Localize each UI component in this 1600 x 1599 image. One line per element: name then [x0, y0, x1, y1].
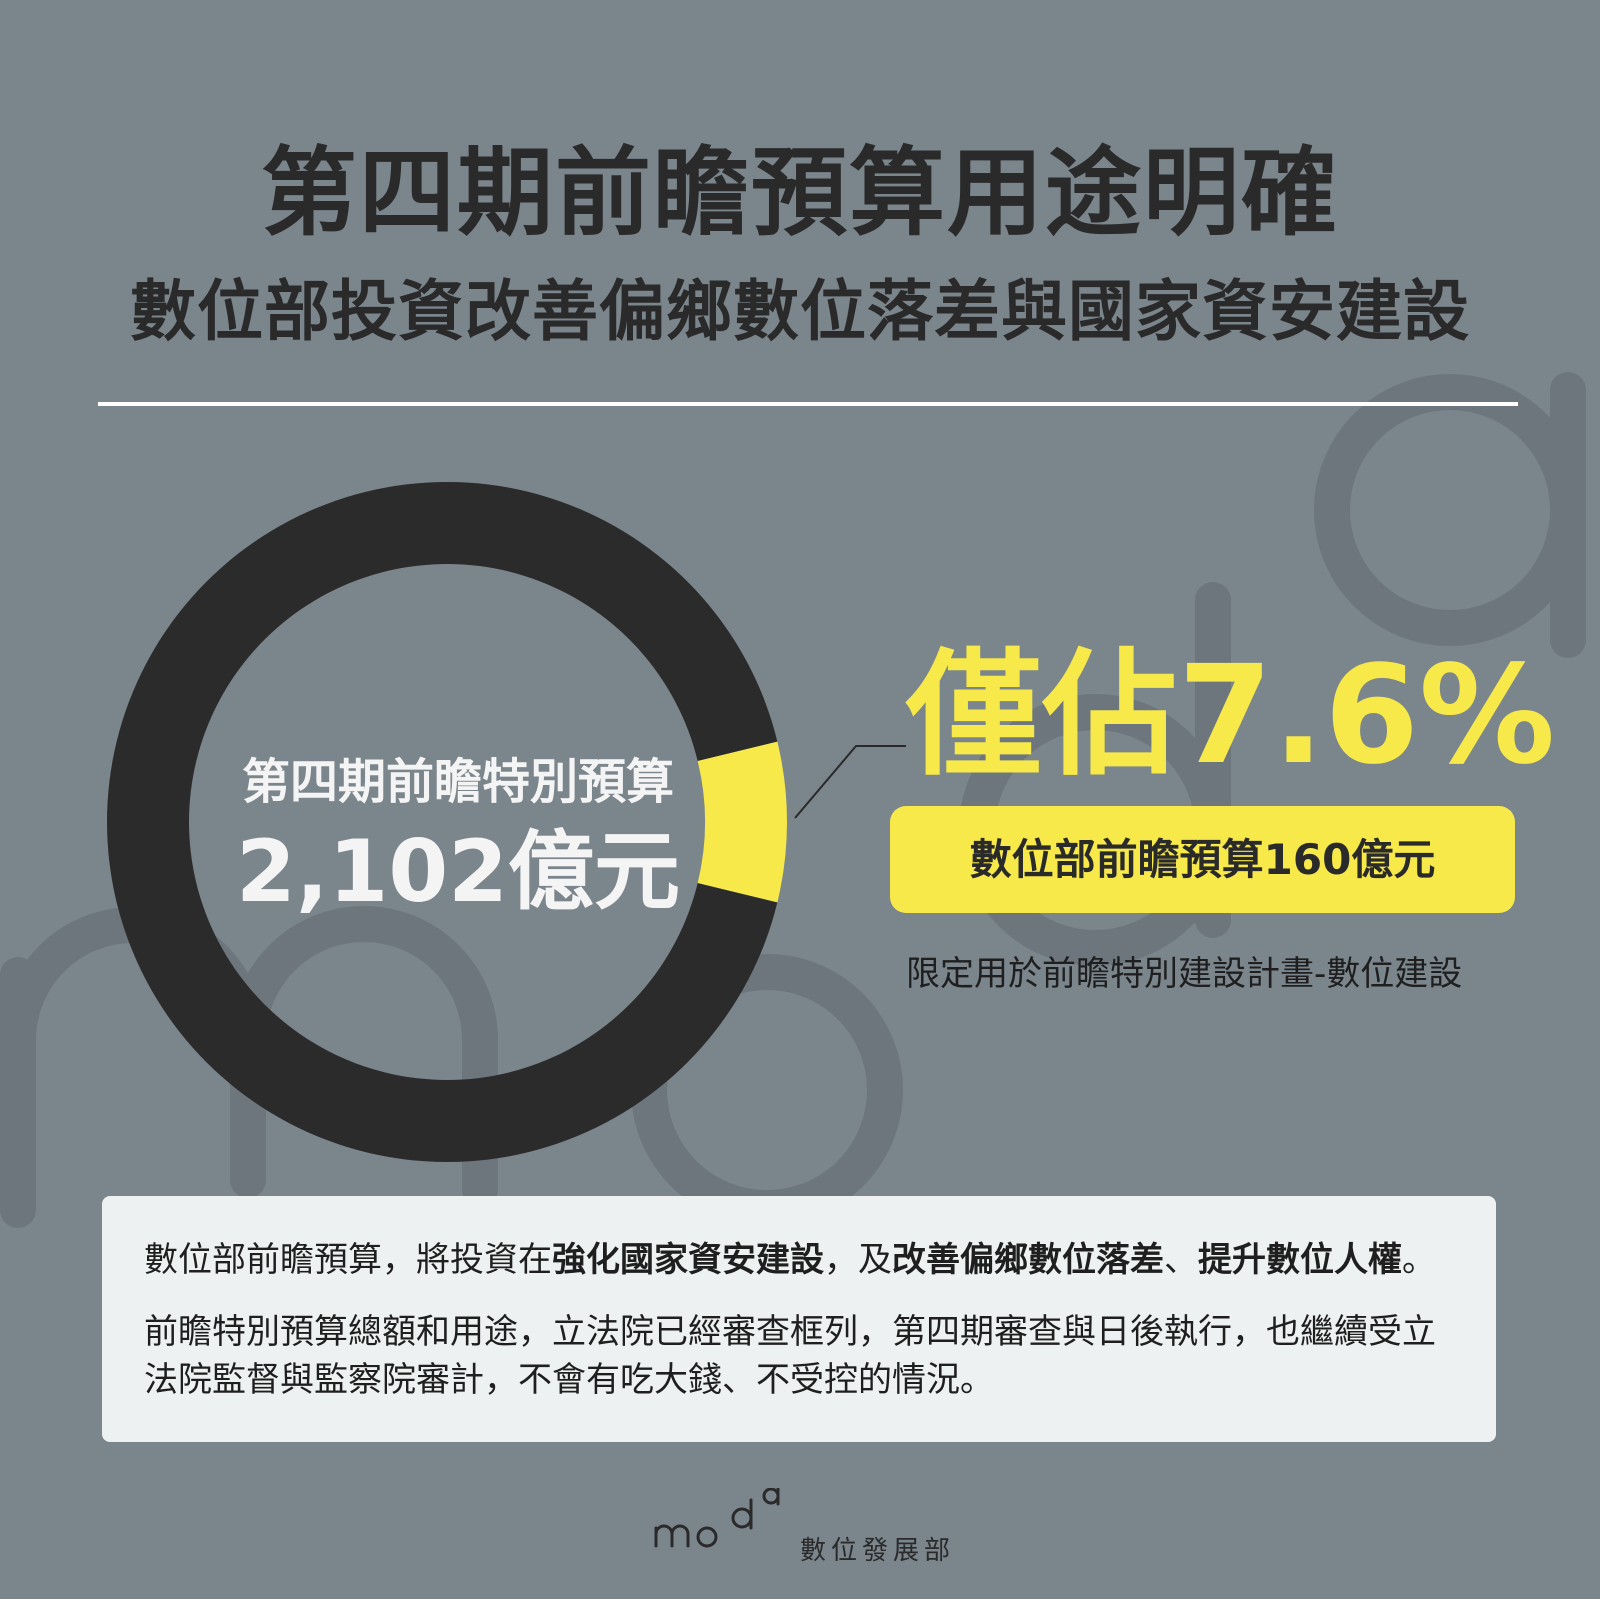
amount-badge: 數位部前瞻預算160億元 [890, 806, 1515, 913]
text-span: 、 [1164, 1240, 1198, 1280]
text-span: 。 [1402, 1240, 1436, 1280]
usage-note: 限定用於前瞻特別建設計畫-數位建設 [906, 954, 1463, 994]
page-subtitle: 數位部投資改善偏鄉數位落差與國家資安建設 [130, 273, 1470, 350]
callout-leader-line [794, 745, 906, 819]
highlight-digital-gap: 改善偏鄉數位落差 [892, 1240, 1164, 1280]
text-span: 數位部前瞻預算，將投資在 [144, 1240, 552, 1280]
donut-slice-1 [697, 741, 787, 903]
page-title: 第四期前瞻預算用途明確 [261, 137, 1339, 249]
percent-callout: 僅佔7.6% [906, 637, 1556, 795]
highlight-security: 強化國家資安建設 [552, 1240, 824, 1280]
donut-center-label: 第四期前瞻特別預算 [241, 754, 674, 810]
info-panel: 數位部前瞻預算，將投資在強化國家資安建設，及改善偏鄉數位落差、提升數位人權。 前… [102, 1196, 1496, 1442]
org-name: 數位發展部 [800, 1536, 956, 1566]
text-span: ，及 [824, 1240, 892, 1280]
highlight-digital-rights: 提升數位人權 [1198, 1240, 1402, 1280]
info-paragraph-1: 數位部前瞻預算，將投資在強化國家資安建設，及改善偏鄉數位落差、提升數位人權。 [144, 1236, 1466, 1284]
title-divider [98, 402, 1518, 406]
moda-logo: 數位發展部 [650, 1488, 970, 1578]
info-paragraph-2: 前瞻特別預算總額和用途，立法院已經審查框列，第四期審查與日後執行，也繼續受立法院… [144, 1312, 1436, 1400]
moda-logo-mark [654, 1488, 780, 1548]
donut-center-value: 2,102億元 [235, 822, 681, 922]
